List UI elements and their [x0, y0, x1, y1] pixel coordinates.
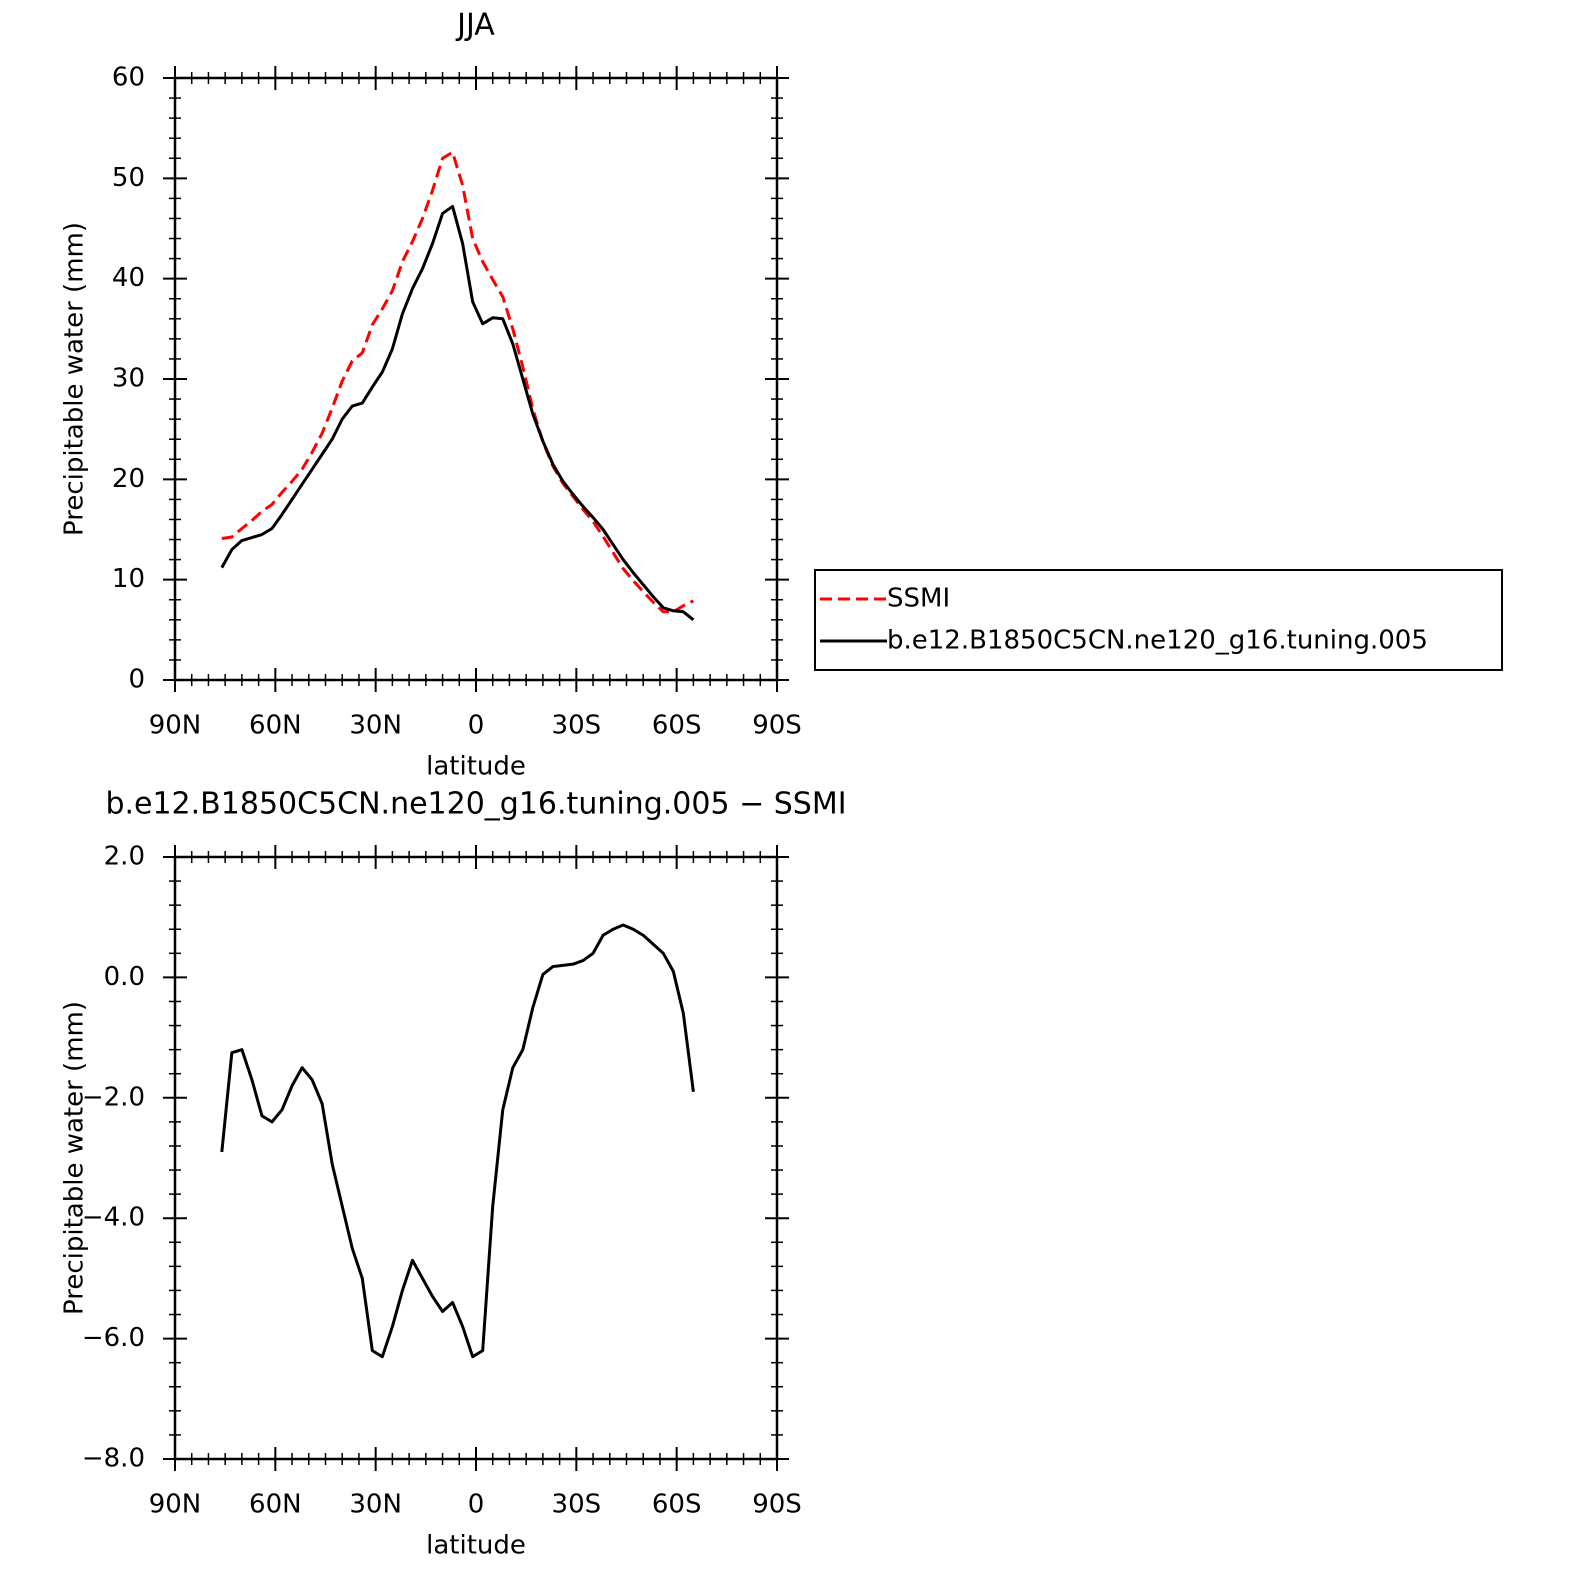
x-tick-label: 90S — [752, 711, 802, 741]
y-tick-label: 2.0 — [104, 842, 145, 872]
y-tick-label: −6.0 — [82, 1323, 145, 1353]
x-tick-label: 90N — [149, 711, 202, 741]
data-line — [220, 204, 695, 621]
y-tick-label: 0.0 — [104, 962, 145, 992]
y-tick-label: −2.0 — [82, 1082, 145, 1112]
x-tick-label: 30N — [349, 711, 402, 741]
y-axis-label: Precipitable water (mm) — [60, 1001, 90, 1315]
y-tick-label: 30 — [112, 364, 145, 394]
x-tick-label: 60N — [249, 1490, 302, 1520]
x-axis-label: latitude — [426, 1531, 526, 1561]
y-tick-label: −8.0 — [82, 1444, 145, 1474]
y-tick-label: 20 — [112, 464, 145, 494]
x-tick-label: 30N — [349, 1490, 402, 1520]
y-tick-label: 10 — [112, 564, 145, 594]
data-line — [221, 150, 695, 614]
x-tick-label: 0 — [468, 711, 485, 741]
legend-box — [814, 569, 1503, 671]
x-tick-label: 90N — [149, 1490, 202, 1520]
x-tick-label: 90S — [752, 1490, 802, 1520]
plot-frame — [173, 76, 779, 682]
chart-title: JJA — [455, 8, 495, 43]
y-tick-label: 50 — [112, 163, 145, 193]
x-tick-label: 60N — [249, 711, 302, 741]
chart-title: b.e12.B1850C5CN.ne120_g16.tuning.005 − S… — [105, 787, 846, 822]
x-tick-label: 30S — [552, 711, 602, 741]
legend-label: SSMI — [887, 584, 950, 614]
plot-frame — [173, 855, 779, 1461]
y-tick-label: 60 — [112, 63, 145, 93]
legend-label: b.e12.B1850C5CN.ne120_g16.tuning.005 — [887, 626, 1428, 656]
x-tick-label: 0 — [468, 1490, 485, 1520]
x-axis-label: latitude — [426, 752, 526, 782]
y-tick-label: 40 — [112, 263, 145, 293]
x-tick-label: 60S — [652, 1490, 702, 1520]
y-axis-label: Precipitable water (mm) — [60, 222, 90, 536]
y-tick-label: −4.0 — [82, 1203, 145, 1233]
data-line — [220, 923, 695, 1359]
y-tick-label: 0 — [128, 665, 145, 695]
x-tick-label: 60S — [652, 711, 702, 741]
x-tick-label: 30S — [552, 1490, 602, 1520]
